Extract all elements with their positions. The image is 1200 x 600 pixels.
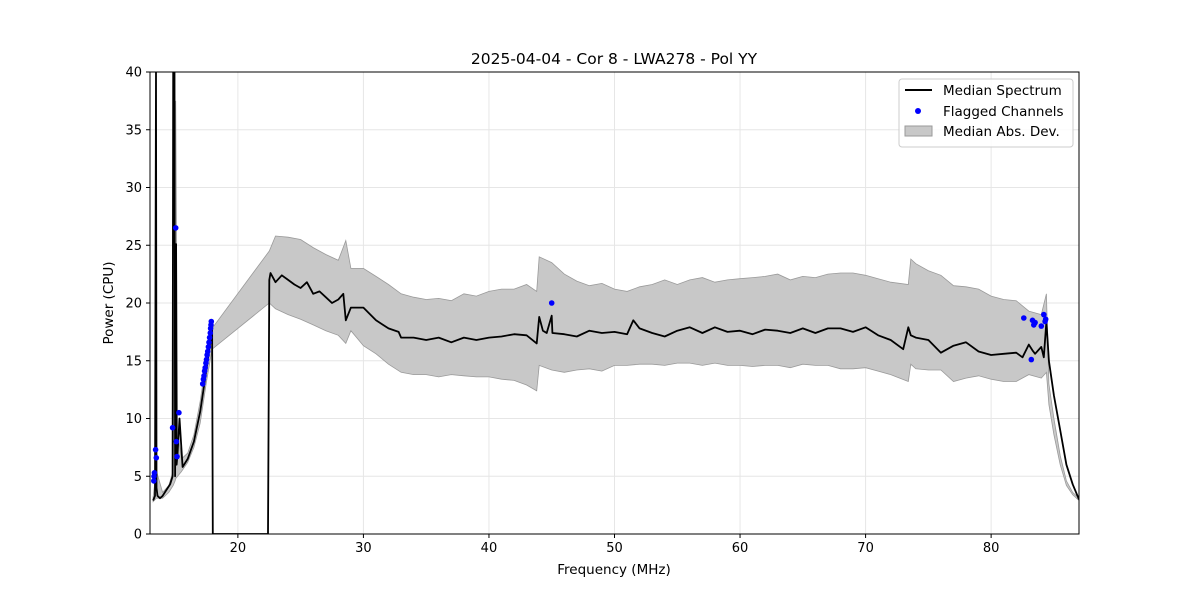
flagged-channel-point <box>152 446 159 453</box>
y-tick-label: 35 <box>125 123 142 138</box>
flagged-channel-point <box>206 334 213 341</box>
mad-band-layer <box>152 100 1079 503</box>
median-line-layer <box>152 72 1079 534</box>
legend-label-flagged: Flagged Channels <box>943 104 1064 120</box>
flagged-channel-point <box>205 344 212 350</box>
mad-band <box>152 100 1079 503</box>
y-axis-ticks: 0 5 10 15 20 25 30 35 40 <box>125 66 150 543</box>
flagged-channel-point <box>169 424 176 431</box>
median-spectrum-line <box>152 72 1079 534</box>
y-tick-label: 30 <box>125 181 142 196</box>
x-axis-label: Frequency (MHz) <box>557 562 670 578</box>
y-axis-label: Power (CPU) <box>101 261 117 344</box>
x-tick-label: 30 <box>355 541 372 556</box>
flagged-channel-point <box>1028 356 1035 363</box>
flagged-channel-point <box>153 455 160 461</box>
flagged-channel-point <box>548 300 555 306</box>
flagged-channel-point <box>1032 319 1038 326</box>
y-tick-label: 5 <box>134 470 142 485</box>
legend-point-swatch <box>915 108 921 114</box>
chart-title: 2025-04-04 - Cor 8 - LWA278 - Pol YY <box>471 50 758 68</box>
flagged-channel-point <box>199 381 206 387</box>
legend: Median Spectrum Flagged Channels Median … <box>898 78 1074 148</box>
flagged-channel-point <box>1041 311 1047 318</box>
flagged-channel-point <box>203 356 210 363</box>
y-tick-label: 0 <box>134 528 142 543</box>
x-tick-label: 80 <box>983 541 1000 556</box>
legend-label-mad: Median Abs. Dev. <box>943 124 1060 140</box>
legend-label-median: Median Spectrum <box>943 83 1062 99</box>
x-tick-label: 50 <box>606 541 623 556</box>
flagged-channel-point <box>151 478 157 484</box>
flagged-channel-point <box>201 373 207 379</box>
flagged-channel-point <box>1038 323 1045 329</box>
y-tick-label: 25 <box>125 239 142 254</box>
flagged-channel-point <box>202 364 208 371</box>
flagged-channel-point <box>176 409 182 416</box>
y-tick-label: 40 <box>125 66 142 81</box>
y-tick-label: 20 <box>125 297 142 312</box>
legend-band-swatch <box>904 125 933 137</box>
flagged-channel-point <box>206 339 212 346</box>
flagged-channel-point <box>172 225 179 231</box>
flagged-channel-point <box>1021 315 1027 321</box>
x-tick-label: 60 <box>732 541 749 556</box>
legend-box <box>898 78 1074 148</box>
x-tick-label: 40 <box>481 541 498 556</box>
y-tick-label: 10 <box>125 412 142 427</box>
x-tick-label: 20 <box>230 541 247 556</box>
flagged-channel-point <box>1042 316 1049 323</box>
flagged-channel-point <box>208 318 215 325</box>
flagged-points-layer <box>151 225 1049 484</box>
x-tick-label: 70 <box>857 541 874 556</box>
flagged-channel-point <box>173 438 180 445</box>
x-axis-ticks: 20 30 40 50 60 70 80 <box>230 534 1000 556</box>
flagged-channel-point <box>151 470 158 476</box>
y-tick-label: 15 <box>125 354 142 369</box>
flagged-channel-point <box>204 348 211 355</box>
flagged-channel-point <box>207 330 214 336</box>
flagged-channel-point <box>174 453 180 460</box>
